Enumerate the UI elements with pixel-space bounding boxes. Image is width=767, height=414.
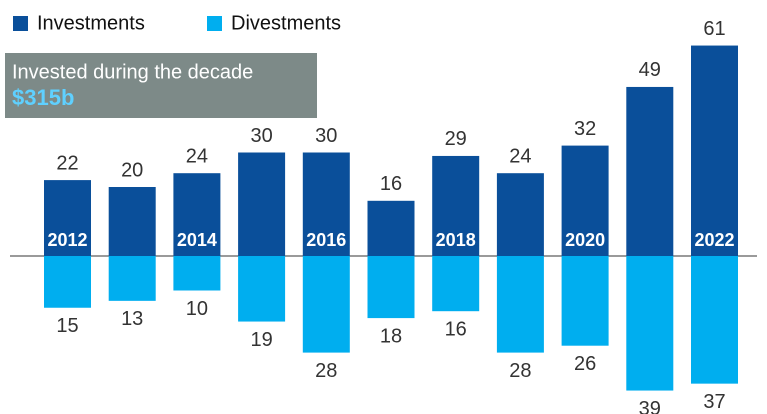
bar [432,256,480,312]
data-label: 16 [445,318,467,340]
annotation-box [5,53,317,118]
bar [496,173,544,256]
data-label: 20 [121,159,143,181]
data-label: 10 [186,298,208,320]
bar [44,180,91,256]
annotation-value: $315b [12,85,74,110]
data-label: 24 [509,145,531,167]
data-label: 39 [639,398,661,414]
bar [367,256,415,319]
bar [626,256,674,391]
bar [561,256,609,346]
data-label: 30 [315,125,337,147]
bar [108,187,156,256]
x-tick-label: 2014 [177,230,217,250]
bar [496,256,544,353]
bar [238,152,286,256]
data-label: 32 [574,118,596,140]
x-tick-label: 2020 [565,230,605,250]
data-label: 22 [56,152,78,174]
bar [432,155,480,256]
data-label: 61 [703,18,725,40]
bar [626,86,674,256]
annotation-text: Invested during the decade [12,61,253,83]
data-label: 28 [509,360,531,382]
legend-label: Investments [37,12,145,34]
bar [561,145,609,256]
data-label: 18 [380,325,402,347]
bar [691,256,738,384]
data-label: 19 [250,329,272,351]
x-tick-label: 2018 [436,230,476,250]
bar [302,256,350,353]
bar [367,200,415,256]
data-label: 16 [380,173,402,195]
data-label: 26 [574,353,596,375]
bar [173,256,221,291]
legend-label: Divestments [231,12,341,34]
bar [238,256,286,322]
x-tick-label: 2022 [694,230,734,250]
data-label: 28 [315,360,337,382]
data-label: 15 [56,315,78,337]
legend-swatch [207,16,222,31]
data-label: 29 [445,128,467,150]
data-label: 24 [186,145,208,167]
x-tick-label: 2012 [47,230,87,250]
data-label: 13 [121,308,143,330]
bar [173,173,221,256]
bar [691,45,738,256]
bar [302,152,350,256]
data-label: 49 [639,59,661,81]
legend-swatch [13,16,28,31]
data-label: 30 [250,125,272,147]
bar [44,256,91,308]
bar [108,256,156,301]
data-label: 37 [703,391,725,413]
x-tick-label: 2016 [306,230,346,250]
